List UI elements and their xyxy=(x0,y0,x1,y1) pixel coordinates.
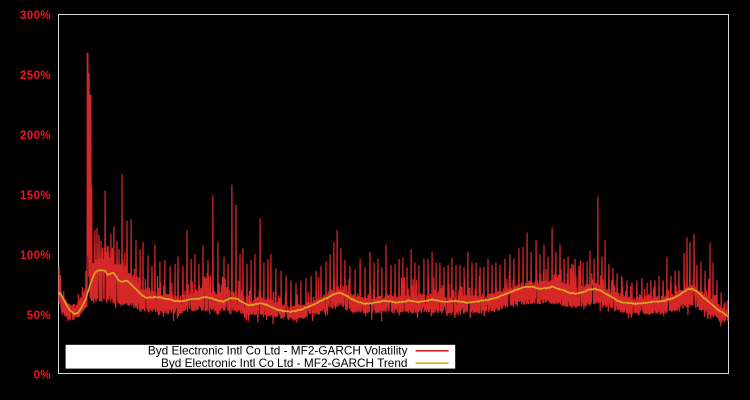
svg-text:Byd Electronic Intl Co Ltd - M: Byd Electronic Intl Co Ltd - MF2-GARCH V… xyxy=(148,344,408,358)
svg-text:300%: 300% xyxy=(20,10,51,22)
svg-text:0%: 0% xyxy=(34,370,51,382)
svg-text:250%: 250% xyxy=(20,70,51,82)
svg-text:50%: 50% xyxy=(27,310,51,322)
svg-text:100%: 100% xyxy=(20,250,51,262)
svg-text:150%: 150% xyxy=(20,190,51,202)
svg-text:200%: 200% xyxy=(20,130,51,142)
svg-text:Byd Electronic Intl Co Ltd - M: Byd Electronic Intl Co Ltd - MF2-GARCH T… xyxy=(161,356,408,370)
